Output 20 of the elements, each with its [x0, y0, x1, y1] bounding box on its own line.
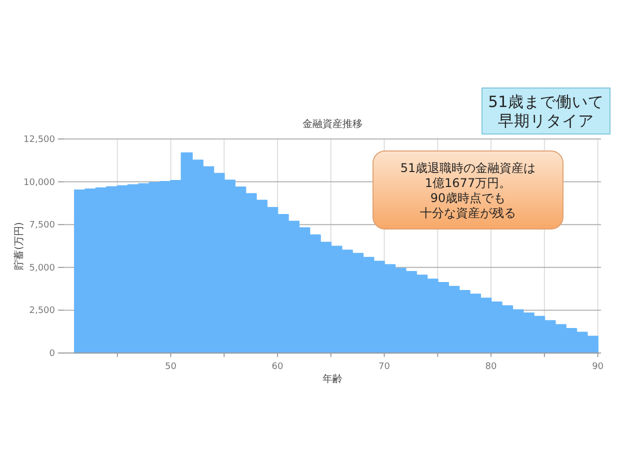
x-tick-label: 80 [485, 362, 498, 372]
text: 早期リタイア [498, 112, 594, 130]
x-tick-label: 70 [378, 362, 390, 372]
annotation: 十分な資産が残る [420, 206, 516, 220]
y-tick-label: 7,500 [29, 220, 56, 231]
x-tick-label: 90 [592, 362, 604, 372]
y-tick-label: 2,500 [29, 306, 56, 316]
x-axis-title: 年齢 [322, 373, 342, 385]
x-tick-label: 60 [272, 362, 284, 372]
chart-title: 金融資産推移 [302, 118, 362, 130]
x-tick-label: 50 [165, 362, 177, 372]
text: 51歳まで働いて [488, 93, 604, 112]
annotation: 1億1677万円。 [424, 176, 512, 190]
y-tick-label: 0 [49, 349, 56, 359]
y-axis-title: 貯蓄(万円) [13, 222, 25, 270]
y-tick-label: 10,000 [24, 178, 56, 188]
annotation: 90歳時点でも [430, 190, 506, 205]
annotation: 51歳退職時の金融資産は [400, 160, 536, 175]
y-tick-label: 12,500 [24, 135, 56, 145]
y-tick-label: 5,000 [29, 263, 56, 274]
